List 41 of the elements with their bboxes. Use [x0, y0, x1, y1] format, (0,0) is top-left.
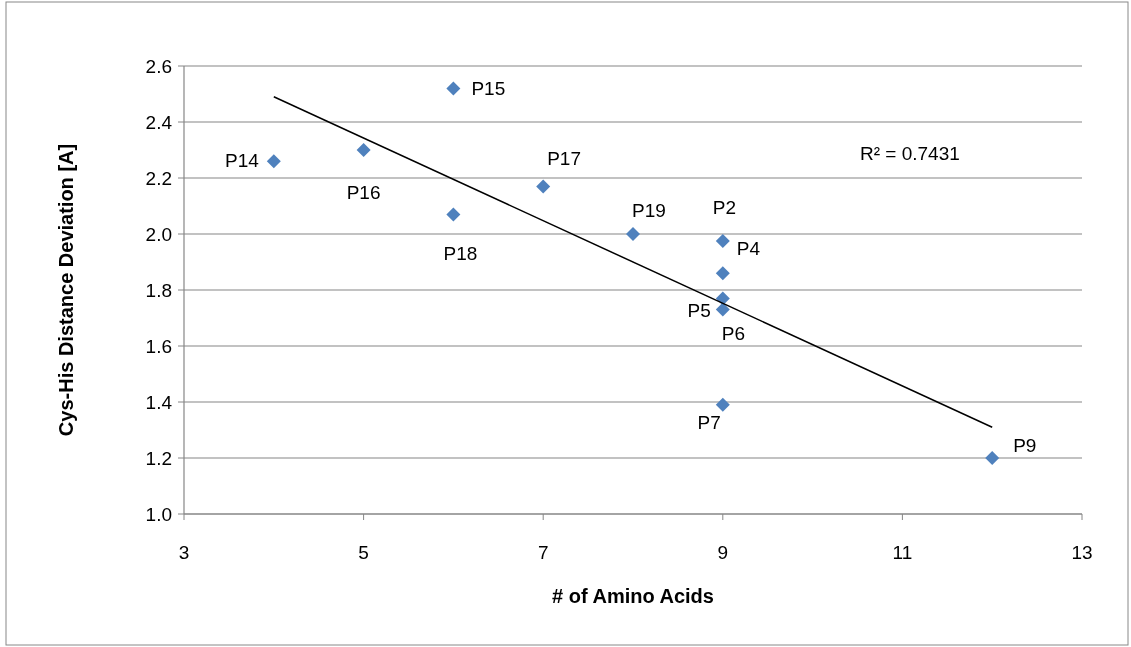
- x-tick-label: 3: [178, 542, 190, 563]
- x-tick-label: 9: [717, 542, 729, 563]
- annotation: P4: [736, 238, 761, 260]
- y-tick-label: 2.4: [145, 111, 173, 133]
- point: [356, 143, 371, 157]
- y-tick-label: 1.4: [145, 391, 173, 413]
- point: [536, 179, 551, 194]
- y-tick-label: 1.0: [145, 503, 172, 525]
- annotation: P14: [224, 150, 260, 172]
- x-tick-label: 7: [537, 542, 549, 563]
- point: [715, 397, 730, 412]
- annotation: P19: [632, 200, 666, 221]
- y-axis-title: Cys-His Distance Deviation [A]: [55, 143, 77, 437]
- annotation: P6: [721, 322, 746, 344]
- annotation: P16: [346, 182, 381, 203]
- point: [715, 266, 730, 281]
- annotation: P18: [443, 243, 478, 265]
- annotation: R² = 0.7431: [860, 143, 960, 164]
- annotation: P15: [471, 78, 506, 100]
- y-tick-label: 2.6: [145, 55, 172, 77]
- y-tick-label: 1.2: [145, 447, 172, 469]
- point: [446, 207, 461, 222]
- point: [446, 81, 461, 96]
- annotation: P7: [697, 411, 721, 433]
- point: [715, 302, 730, 317]
- x-tick-label: 5: [358, 542, 369, 563]
- x-axis-title: # of Amino Acids: [552, 585, 714, 607]
- x-tick-label: 11: [892, 542, 913, 563]
- point: [266, 154, 281, 169]
- annotation: P17: [547, 148, 582, 170]
- point: [715, 234, 730, 248]
- y-tick-label: 2.0: [145, 223, 172, 245]
- x-tick-label: 13: [1071, 542, 1093, 563]
- annotation: P2: [712, 197, 737, 218]
- annotation: P5: [687, 300, 711, 322]
- y-tick-label: 2.2: [145, 167, 172, 189]
- y-tick-label: 1.8: [145, 279, 172, 301]
- annotation: P9: [1013, 435, 1037, 456]
- point: [985, 451, 1000, 465]
- point: [626, 227, 640, 241]
- y-tick-label: 1.6: [145, 335, 172, 357]
